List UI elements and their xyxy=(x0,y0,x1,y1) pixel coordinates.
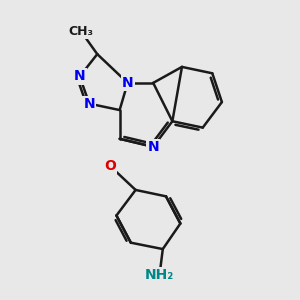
Text: N: N xyxy=(74,70,85,83)
Text: O: O xyxy=(104,159,116,173)
Text: N: N xyxy=(147,140,159,154)
Text: CH₃: CH₃ xyxy=(69,25,94,38)
Text: N: N xyxy=(122,76,134,90)
Text: N: N xyxy=(83,97,95,111)
Text: NH₂: NH₂ xyxy=(145,268,174,282)
